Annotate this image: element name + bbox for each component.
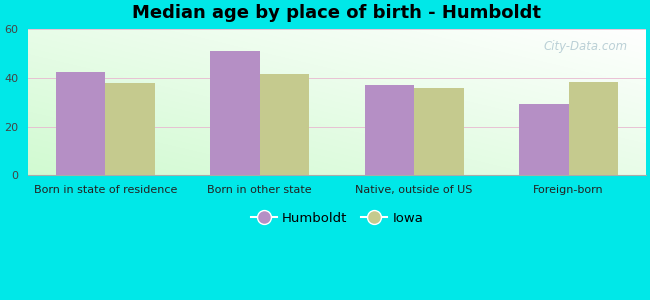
Text: City-Data.com: City-Data.com xyxy=(543,40,627,52)
Bar xyxy=(519,103,569,176)
Bar xyxy=(260,74,309,176)
Bar xyxy=(56,72,105,176)
Bar xyxy=(365,85,414,176)
Legend: Humboldt, Iowa: Humboldt, Iowa xyxy=(245,207,428,230)
Bar xyxy=(414,88,463,176)
Title: Median age by place of birth - Humboldt: Median age by place of birth - Humboldt xyxy=(133,4,541,22)
Bar xyxy=(105,83,155,176)
Bar xyxy=(210,51,260,175)
Bar xyxy=(569,82,618,176)
